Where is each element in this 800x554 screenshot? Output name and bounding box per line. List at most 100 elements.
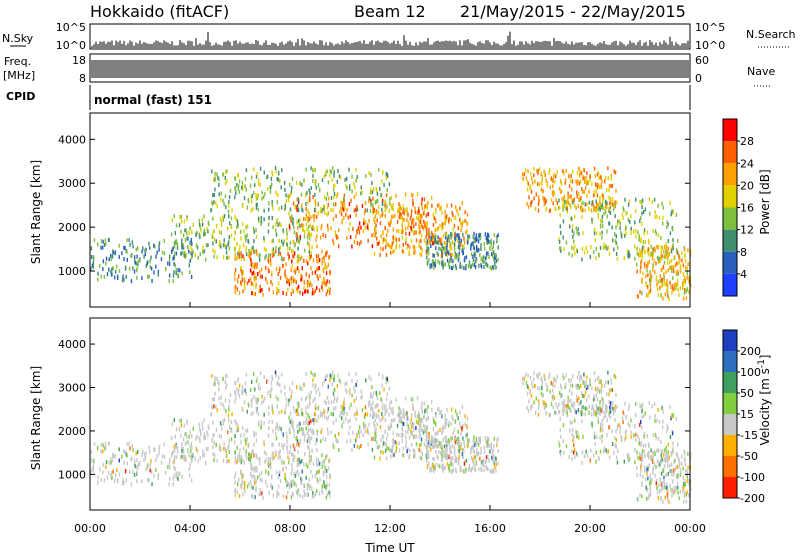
velocity-cell (548, 413, 551, 418)
velocity-cell (211, 373, 213, 378)
power-cell (237, 184, 240, 189)
power-cell (649, 281, 651, 286)
velocity-cell (624, 401, 626, 406)
power-cell (256, 262, 258, 267)
velocity-cell (251, 398, 253, 403)
velocity-cell (609, 414, 612, 419)
power-cell (431, 241, 434, 246)
velocity-cell (259, 371, 262, 376)
velocity-cell (458, 459, 460, 464)
velocity-cell (670, 416, 672, 421)
power-cell (170, 249, 173, 254)
power-cell (290, 192, 292, 197)
velocity-cell (373, 391, 375, 396)
power-cell (126, 257, 128, 262)
power-cell (562, 199, 565, 204)
velocity-cell (597, 406, 599, 411)
power-cell (672, 246, 674, 251)
velocity-cell (489, 469, 492, 474)
power-cell (563, 171, 565, 176)
power-cell (616, 222, 619, 227)
power-cell (568, 173, 570, 178)
power-cell (672, 286, 674, 291)
power-cell (196, 245, 199, 250)
power-cell (410, 225, 412, 230)
velocity-cell (477, 443, 480, 448)
velocity-cell (262, 399, 265, 404)
power-cell (376, 218, 378, 223)
velocity-cell (638, 455, 641, 460)
velocity-cell (292, 421, 294, 426)
power-cell (310, 232, 313, 237)
power-cell (384, 200, 387, 205)
power-cell (177, 273, 179, 278)
velocity-cell (238, 456, 241, 461)
power-cell (267, 229, 270, 234)
velocity-cell (627, 406, 630, 411)
velocity-cell (635, 401, 637, 406)
velocity-cell (331, 370, 334, 375)
velocity-cell (293, 458, 295, 463)
power-cell (106, 272, 109, 277)
power-cell (195, 232, 197, 237)
power-cell (675, 212, 678, 217)
velocity-scatter (90, 370, 692, 505)
power-cell (368, 170, 370, 175)
velocity-cell (252, 449, 254, 454)
velocity-cell (329, 373, 332, 378)
velocity-cell (315, 389, 317, 394)
velocity-cell (399, 410, 401, 415)
power-cell (275, 267, 278, 272)
velocity-cell (649, 484, 651, 489)
power-cell (223, 202, 225, 207)
power-cell (569, 224, 571, 229)
power-cell (311, 291, 314, 296)
velocity-cell (317, 415, 320, 420)
velocity-cell (615, 392, 617, 397)
nsky-tick-top: 10^5 (56, 21, 86, 34)
velocity-cell (256, 376, 258, 381)
velocity-cell (199, 428, 201, 433)
power-cell (266, 280, 268, 285)
velocity-cell (651, 455, 653, 460)
power-cell (341, 212, 343, 217)
velocity-cell (560, 452, 562, 457)
velocity-cell (256, 455, 258, 460)
power-cell (348, 167, 350, 172)
power-cell (172, 278, 174, 283)
power-cell (123, 245, 125, 250)
power-cell (442, 259, 444, 264)
power-cell (277, 223, 279, 228)
velocity-cell (332, 445, 335, 450)
velocity-cell (290, 396, 292, 401)
velocity-cell (405, 440, 407, 445)
power-cell (607, 245, 610, 250)
power-cell (284, 272, 286, 277)
power-cell (435, 239, 437, 244)
power-cell (566, 203, 568, 208)
velocity-cell (678, 496, 680, 501)
power-cell (174, 230, 177, 235)
power-cell (326, 205, 329, 210)
velocity-cell (543, 374, 545, 379)
velocity-cell (489, 443, 491, 448)
power-cell (544, 201, 546, 206)
power-cell (543, 169, 545, 174)
velocity-cell (182, 449, 185, 454)
power-cell (386, 242, 388, 247)
velocity-cell (149, 462, 151, 467)
power-cell (308, 246, 311, 251)
power-cell (267, 186, 269, 191)
velocity-cell (647, 442, 650, 447)
velocity-cell (667, 450, 669, 455)
power-cell (661, 253, 663, 258)
power-cell (366, 225, 369, 230)
power-cell (274, 222, 277, 227)
power-cell (365, 174, 367, 179)
power-cell (304, 289, 306, 294)
power-cell (449, 246, 451, 251)
power-cell (467, 234, 469, 239)
velocity-cell (420, 456, 423, 461)
velocity-cell (465, 469, 467, 474)
